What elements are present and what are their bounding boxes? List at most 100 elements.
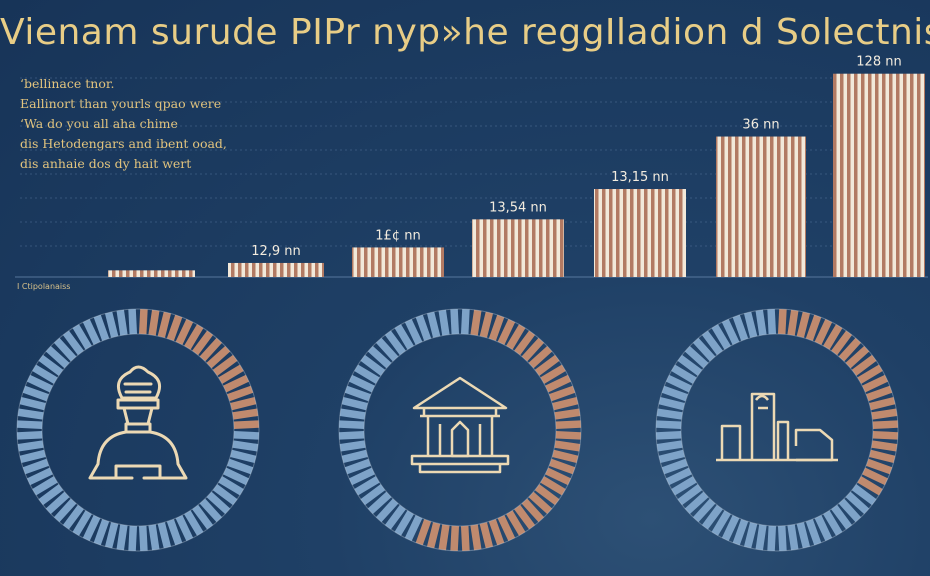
donut-segment <box>684 491 709 515</box>
donut-segment <box>27 467 53 486</box>
donut-segment <box>338 430 365 440</box>
donut-segment <box>360 354 386 376</box>
donut-segment <box>354 364 380 384</box>
donut-segment <box>450 525 460 552</box>
donut-segment <box>655 430 682 440</box>
donut-segment <box>384 330 406 356</box>
donut-segment <box>22 385 49 402</box>
donut-segment <box>17 440 44 452</box>
donut-segment <box>857 364 883 384</box>
donut-segment <box>38 354 64 376</box>
bar-data-label: 13,54 nn <box>489 200 547 215</box>
donut-segment <box>227 385 254 402</box>
donut-segment <box>554 440 581 452</box>
donut-segment <box>661 385 688 402</box>
donut-segment <box>16 420 43 430</box>
note-line: dis Hetodengars and ibent ooad, <box>20 136 227 151</box>
donut-segment <box>540 476 566 496</box>
bar <box>716 136 806 277</box>
donut-segment <box>415 314 432 341</box>
donut-segment <box>45 345 70 369</box>
bar <box>108 270 195 277</box>
donut-segment <box>521 337 545 362</box>
bar <box>594 189 686 277</box>
bar <box>833 73 925 277</box>
donut-segment <box>367 345 392 369</box>
donut-segment <box>506 510 526 536</box>
donut-segment <box>677 354 703 376</box>
donut-segment <box>656 440 683 452</box>
donut-segment <box>528 491 553 515</box>
donut-segment <box>869 396 896 411</box>
donut-segment <box>45 491 70 515</box>
donut-segment <box>128 525 138 552</box>
donut-segment <box>554 408 581 420</box>
donut-segment <box>872 430 899 440</box>
donut-segment <box>514 504 536 530</box>
donut-segment <box>218 364 244 384</box>
donut-segment <box>549 385 576 402</box>
donut-segment <box>349 467 375 486</box>
donut-segment <box>655 420 682 430</box>
donut-inner-outline <box>363 333 557 527</box>
donut-segment <box>175 515 194 541</box>
donut-segment <box>552 449 579 464</box>
donut-segment <box>22 458 49 475</box>
donut-segment <box>206 345 231 369</box>
donut-segment <box>227 458 254 475</box>
donut-segment <box>212 484 238 506</box>
donut-segment <box>540 364 566 384</box>
donut-segment <box>555 430 582 440</box>
donut-segment <box>438 309 450 336</box>
donut-segment <box>192 504 214 530</box>
note-line: Eallinort than yourls qpao were <box>20 96 222 111</box>
donut-segment <box>845 345 870 369</box>
donut-segment <box>460 308 470 335</box>
ice-cream-cart-icon <box>88 365 188 480</box>
donut-segment <box>671 476 697 496</box>
donut-segment <box>845 491 870 515</box>
donut-segment <box>460 525 470 552</box>
bar-data-label: 36 nn <box>742 118 779 133</box>
note-line: dis anhaie dos dy hait wert <box>20 156 192 171</box>
donut-segment <box>344 385 371 402</box>
bar <box>472 219 564 277</box>
donut-segment <box>232 408 259 420</box>
donut-segment <box>138 525 148 552</box>
donut-segment <box>732 314 749 341</box>
donut-segment <box>838 498 862 523</box>
donut-segment <box>184 510 204 536</box>
donut-segment <box>692 498 716 523</box>
donut-segment <box>869 449 896 464</box>
donut-segment <box>743 311 758 338</box>
note-line: ʻWa do you all aha chime <box>20 116 178 131</box>
donut-segment <box>223 467 249 486</box>
donut-segment <box>349 374 375 393</box>
donut-segment <box>711 324 731 350</box>
donut-segment <box>777 525 787 552</box>
source-note: I Ctipolanaiss <box>17 282 71 291</box>
donut-segment <box>438 524 450 551</box>
donut-segment <box>19 396 46 411</box>
donut-segment <box>866 458 893 475</box>
donut-segment <box>666 374 692 393</box>
donut-segment <box>787 524 799 551</box>
donut-segment <box>62 504 84 530</box>
donut-segment <box>545 374 571 393</box>
donut-segment <box>38 484 64 506</box>
donut-segment <box>199 498 223 523</box>
donut-segment <box>677 484 703 506</box>
donut-segment <box>470 524 482 551</box>
donut-segment <box>658 396 685 411</box>
temple-icon <box>410 376 510 474</box>
donut-segment <box>814 319 833 345</box>
bar-data-label: 13,15 nn <box>611 170 669 185</box>
donut-segment <box>360 484 386 506</box>
donut-segment <box>666 467 692 486</box>
donut-segment <box>711 510 731 536</box>
donut-segment <box>128 308 138 335</box>
donut-segment <box>851 484 877 506</box>
donut-segment <box>82 515 101 541</box>
donut-segment <box>767 525 777 552</box>
